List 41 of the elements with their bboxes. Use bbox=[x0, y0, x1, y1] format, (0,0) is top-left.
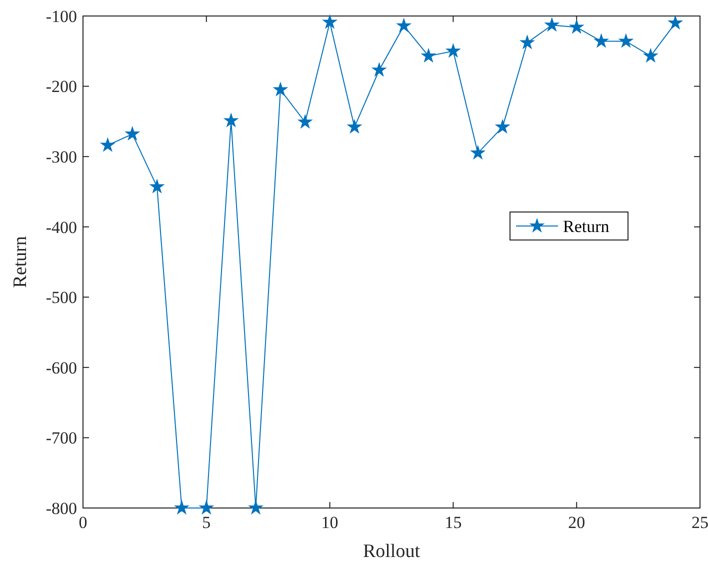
x-tick-label: 20 bbox=[568, 513, 586, 532]
y-tick-label: -800 bbox=[46, 498, 77, 518]
point bbox=[100, 138, 114, 152]
point bbox=[594, 34, 608, 48]
point bbox=[274, 82, 288, 96]
x-tick-label: 25 bbox=[692, 513, 708, 532]
point bbox=[397, 18, 411, 32]
x-tick-label: 5 bbox=[202, 513, 211, 532]
point bbox=[446, 44, 460, 57]
point bbox=[520, 36, 534, 48]
legend-label: Return bbox=[563, 216, 610, 236]
point bbox=[496, 120, 510, 133]
y-tick-label: -500 bbox=[46, 288, 77, 308]
y-tick-label: -200 bbox=[46, 77, 77, 96]
point bbox=[668, 16, 682, 29]
point bbox=[150, 180, 164, 193]
point bbox=[200, 500, 214, 514]
x-tick-label: 10 bbox=[321, 513, 338, 532]
y-tick-label: -300 bbox=[46, 148, 77, 167]
point bbox=[348, 120, 362, 133]
point bbox=[249, 500, 262, 514]
point bbox=[323, 15, 337, 28]
x-axis-title: Rollout bbox=[362, 541, 421, 562]
point bbox=[175, 500, 188, 514]
point bbox=[471, 146, 485, 159]
y-tick-label: -600 bbox=[46, 358, 77, 378]
y-tick-label: -400 bbox=[46, 218, 77, 237]
point bbox=[644, 49, 658, 62]
y-tick-label: -700 bbox=[46, 428, 77, 448]
point bbox=[422, 49, 436, 62]
y-tick-label: -100 bbox=[46, 6, 77, 26]
point bbox=[126, 127, 140, 140]
y-axis-title: Return bbox=[10, 236, 31, 288]
point bbox=[545, 18, 559, 31]
point bbox=[570, 20, 584, 34]
point bbox=[372, 63, 386, 76]
x-tick-label: 0 bbox=[78, 513, 88, 532]
point bbox=[298, 115, 312, 128]
point bbox=[224, 114, 238, 127]
point bbox=[619, 34, 633, 48]
x-tick-label: 15 bbox=[444, 513, 462, 532]
